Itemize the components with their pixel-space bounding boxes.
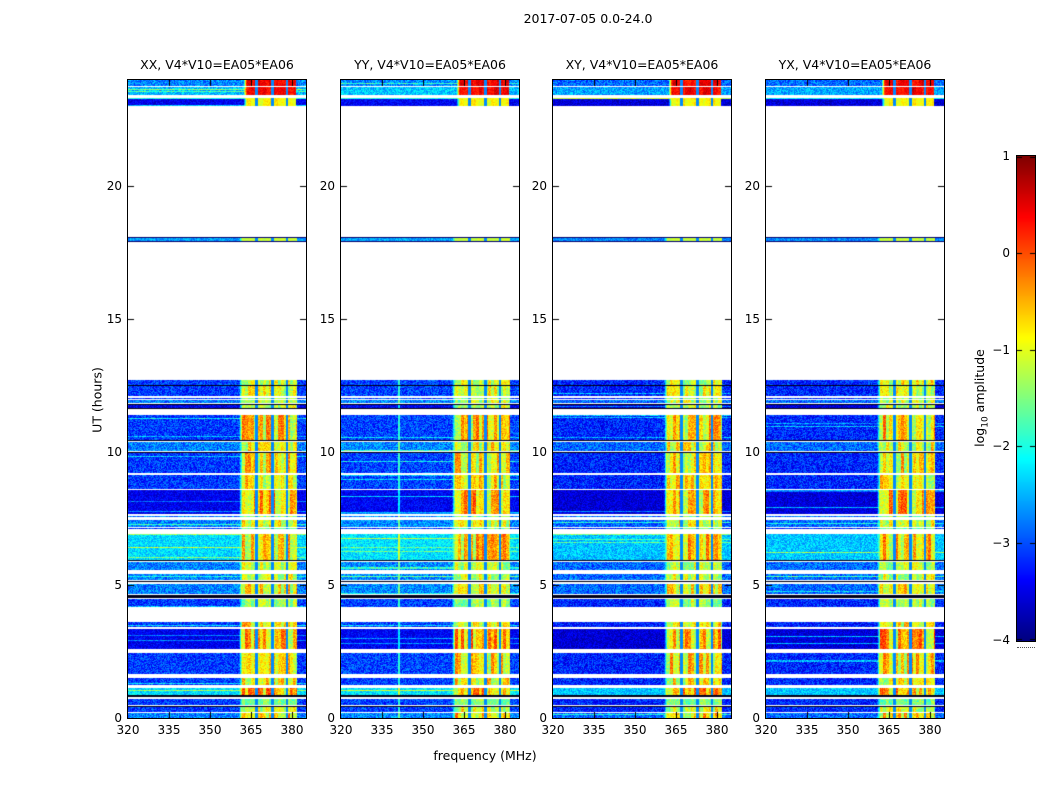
y-tick-label: 0 xyxy=(539,711,547,725)
y-tick-label: 10 xyxy=(531,445,547,459)
x-tick-label: 335 xyxy=(157,723,181,737)
colorbar-tick-label: −3 xyxy=(992,536,1010,550)
y-axis-label: UT (hours) xyxy=(89,367,105,433)
x-tick-label: 365 xyxy=(877,723,901,737)
spectrogram-panel-yy xyxy=(340,79,520,719)
x-tick-label: 380 xyxy=(918,723,942,737)
panel-title-xx: XX, V4*V10=EA05*EA06 xyxy=(140,57,294,72)
x-tick-label: 350 xyxy=(623,723,647,737)
y-tick-label: 15 xyxy=(106,312,122,326)
x-tick-label: 365 xyxy=(664,723,688,737)
x-tick-label: 380 xyxy=(705,723,729,737)
x-tick-label: 320 xyxy=(541,723,565,737)
x-tick-label: 380 xyxy=(493,723,517,737)
spectrogram-panel-xx xyxy=(127,79,307,719)
colorbar-tick-label: −2 xyxy=(992,439,1010,453)
figure-title: 2017-07-05 0.0-24.0 xyxy=(523,11,653,26)
colorbar xyxy=(1016,155,1036,642)
panel-title-yy: YY, V4*V10=EA05*EA06 xyxy=(354,57,506,72)
x-tick-label: 365 xyxy=(452,723,476,737)
y-tick-label: 0 xyxy=(752,711,760,725)
colorbar-tick-label: 1 xyxy=(1002,149,1010,163)
x-tick-label: 335 xyxy=(795,723,819,737)
x-tick-label: 350 xyxy=(836,723,860,737)
y-tick-label: 10 xyxy=(106,445,122,459)
colorbar-tick-label: −4 xyxy=(992,633,1010,647)
y-tick-label: 0 xyxy=(327,711,335,725)
y-tick-label: 15 xyxy=(319,312,335,326)
y-tick-label: 20 xyxy=(106,179,122,193)
y-tick-label: 5 xyxy=(114,578,122,592)
y-tick-label: 20 xyxy=(531,179,547,193)
spectrogram-panel-xy xyxy=(552,79,732,719)
x-tick-label: 350 xyxy=(198,723,222,737)
y-tick-label: 20 xyxy=(744,179,760,193)
x-tick-label: 320 xyxy=(329,723,353,737)
x-tick-label: 365 xyxy=(239,723,263,737)
y-tick-label: 5 xyxy=(539,578,547,592)
colorbar-tick-label: −1 xyxy=(992,343,1010,357)
x-tick-label: 380 xyxy=(280,723,304,737)
y-tick-label: 0 xyxy=(114,711,122,725)
x-tick-label: 335 xyxy=(582,723,606,737)
y-tick-label: 20 xyxy=(319,179,335,193)
x-tick-label: 320 xyxy=(116,723,140,737)
panel-title-xy: XY, V4*V10=EA05*EA06 xyxy=(565,57,719,72)
x-axis-label: frequency (MHz) xyxy=(433,748,537,763)
colorbar-tick-label: 0 xyxy=(1002,246,1010,260)
y-tick-label: 5 xyxy=(327,578,335,592)
y-tick-label: 10 xyxy=(744,445,760,459)
y-tick-label: 15 xyxy=(744,312,760,326)
colorbar-extend-dots xyxy=(1017,644,1035,648)
colorbar-label: log10 amplitude xyxy=(971,349,991,447)
y-tick-label: 10 xyxy=(319,445,335,459)
spectrogram-panel-yx xyxy=(765,79,945,719)
x-tick-label: 350 xyxy=(411,723,435,737)
y-tick-label: 5 xyxy=(752,578,760,592)
x-tick-label: 320 xyxy=(754,723,778,737)
x-tick-label: 335 xyxy=(370,723,394,737)
panel-title-yx: YX, V4*V10=EA05*EA06 xyxy=(778,57,932,72)
y-tick-label: 15 xyxy=(531,312,547,326)
